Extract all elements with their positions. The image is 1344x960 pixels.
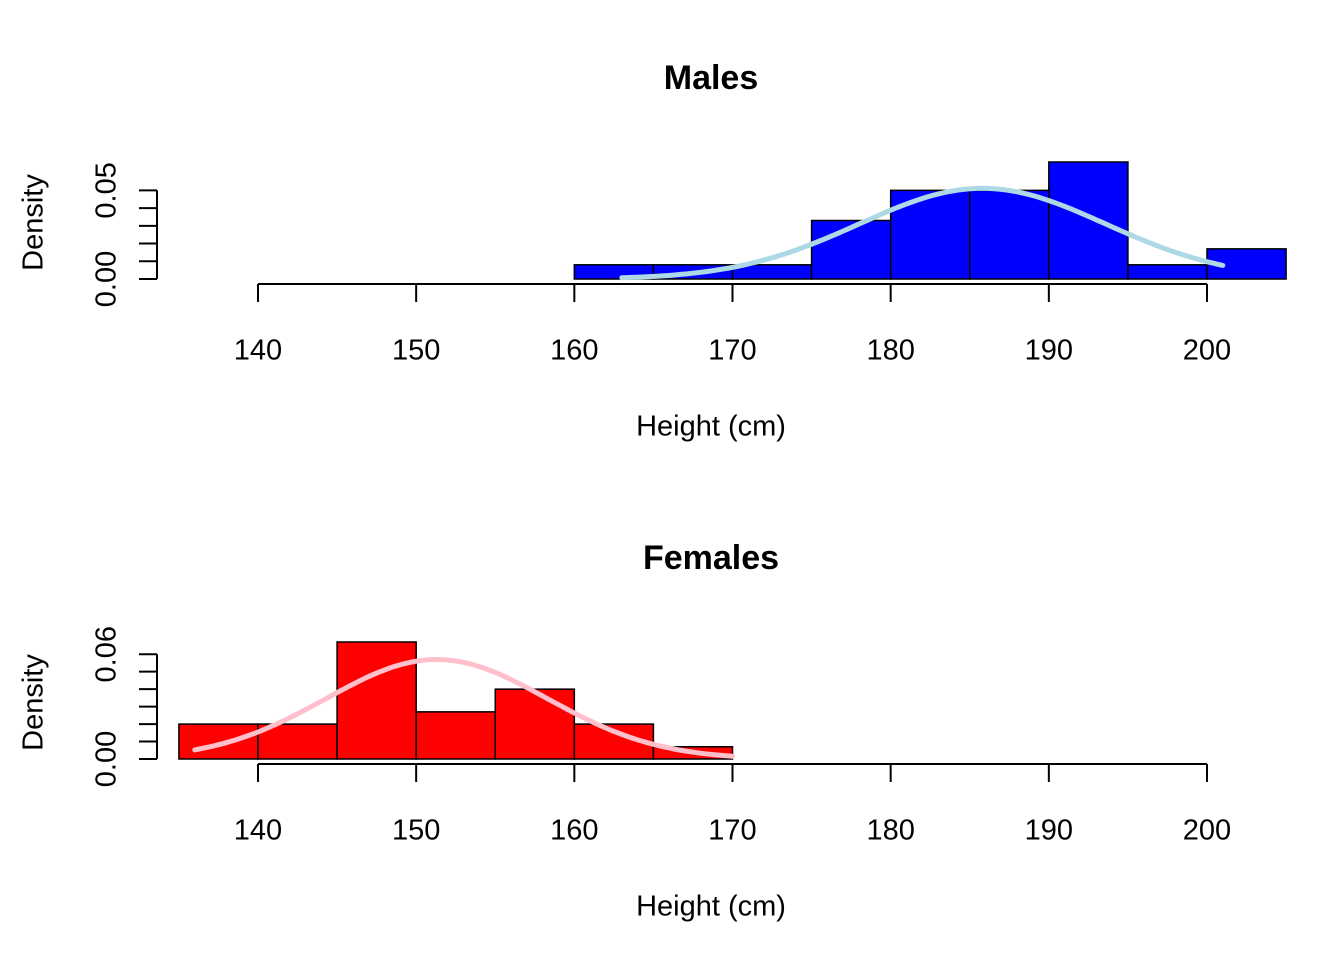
- x-tick-label: 170: [708, 335, 756, 367]
- y-tick-label: 0.00: [91, 251, 123, 307]
- x-axis: 140 150 160 170 180 190 200: [234, 283, 1231, 367]
- x-tick-label: 150: [392, 815, 440, 847]
- histogram-bar: [415, 711, 496, 760]
- bars: [573, 161, 1287, 280]
- histogram-bar: [1127, 264, 1208, 280]
- histogram-bar: [336, 641, 417, 760]
- y-axis: 0.00 0.05: [91, 162, 158, 307]
- x-tick-label: 160: [550, 335, 598, 367]
- histogram-bar: [969, 189, 1050, 280]
- y-axis: 0.00 0.06: [91, 626, 158, 787]
- y-tick-label: 0.06: [91, 626, 123, 682]
- panel-females: Females 140 150 160 170 180 190 200 Height (cm) 0…: [18, 539, 1232, 923]
- x-tick-label: 190: [1025, 815, 1073, 847]
- y-tick-label: 0.05: [91, 162, 123, 218]
- x-tick-label: 200: [1183, 815, 1231, 847]
- x-axis-label: Height (cm): [636, 411, 786, 443]
- density-curve: [192, 657, 735, 759]
- chart-title: Females: [643, 539, 779, 577]
- x-tick-label: 180: [866, 335, 914, 367]
- y-axis-label: Density: [18, 654, 50, 751]
- x-tick-label: 160: [550, 815, 598, 847]
- x-axis: 140 150 160 170 180 190 200: [234, 763, 1231, 847]
- histogram-bar: [1048, 161, 1129, 280]
- x-tick-label: 150: [392, 335, 440, 367]
- panel-males: Males 140 150 160 170 180 190 200 Height (cm) 0.0…: [18, 59, 1287, 443]
- histogram-bar: [178, 723, 259, 760]
- x-tick-label: 140: [234, 815, 282, 847]
- histogram-bar: [494, 688, 576, 760]
- x-tick-label: 200: [1183, 335, 1231, 367]
- bars: [178, 641, 734, 760]
- x-tick-label: 190: [1025, 335, 1073, 367]
- density-curve: [619, 185, 1226, 281]
- x-tick-label: 180: [866, 815, 914, 847]
- x-axis-label: Height (cm): [636, 891, 786, 923]
- x-tick-label: 170: [708, 815, 756, 847]
- y-axis-label: Density: [18, 174, 50, 271]
- y-tick-label: 0.00: [91, 731, 123, 787]
- chart-title: Males: [664, 59, 759, 97]
- x-tick-label: 140: [234, 335, 282, 367]
